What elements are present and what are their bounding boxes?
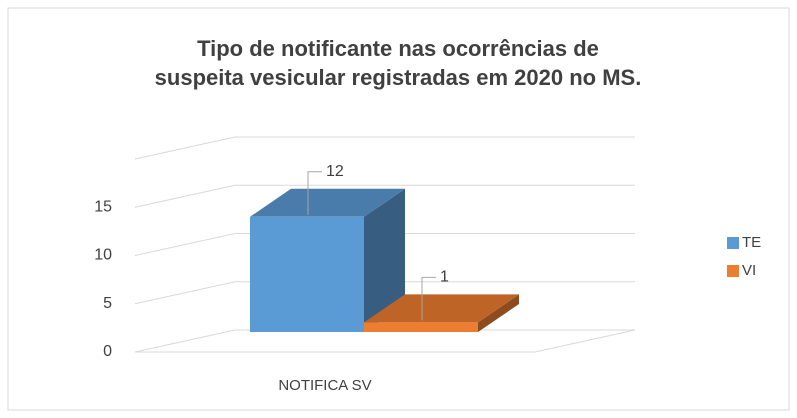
bar-side [478,294,519,332]
grid-line [134,233,635,256]
chart-title: Tipo de notificante nas ocorrências de [197,36,599,61]
grid-line [134,329,635,353]
legend-swatch [727,265,739,277]
legend-swatch [727,237,739,249]
y-tick-label: 15 [94,198,112,215]
leader-line [307,171,322,215]
data-label: 12 [326,163,344,180]
bar-top [364,294,519,323]
grid-line [134,184,635,208]
leader-line [421,276,436,321]
legend-label: VI [742,262,756,279]
y-tick-label: 5 [103,295,112,312]
bar [250,216,364,332]
wall-edge [134,136,635,160]
floor-edge [534,329,636,353]
bar-side [364,188,405,332]
chart-title: suspeita vesicular registradas em 2020 n… [155,65,642,90]
x-tick-label: NOTIFICA SV [278,377,371,394]
y-tick-label: 10 [94,247,112,264]
bar [364,322,478,332]
data-label: 1 [440,269,449,286]
y-tick-label: 0 [103,343,112,360]
grid-line [134,281,635,305]
bar-top [250,188,405,217]
legend-label: TE [742,234,761,251]
